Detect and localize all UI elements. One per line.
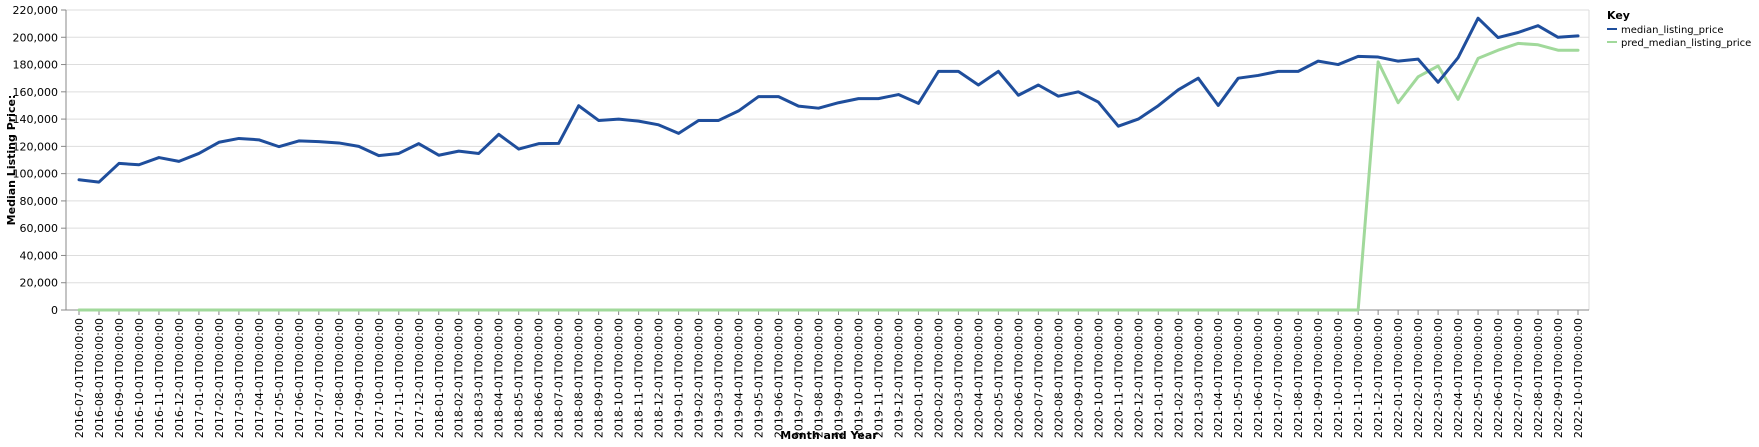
x-tick-label: 2017-11-01T00:00:00: [393, 318, 406, 438]
y-tick-label: 40,000: [20, 249, 59, 262]
x-tick-label: 2021-04-01T00:00:00: [1212, 318, 1225, 438]
series-lines: [77, 16, 1580, 312]
legend-entry-label: median_listing_price: [1621, 25, 1724, 36]
x-tick-label: 2022-10-01T00:00:00: [1572, 318, 1585, 438]
x-tick-label: 2016-07-01T00:00:00: [73, 318, 86, 438]
x-tick-label: 2022-04-01T00:00:00: [1452, 318, 1465, 438]
x-tick-label: 2019-10-01T00:00:00: [852, 318, 865, 438]
x-tick-label: 2017-10-01T00:00:00: [373, 318, 386, 438]
x-tick-label: 2016-08-01T00:00:00: [93, 318, 106, 438]
x-tick-label: 2018-02-01T00:00:00: [453, 318, 466, 438]
y-tick-label: 140,000: [13, 113, 59, 126]
x-tick-label: 2021-10-01T00:00:00: [1332, 318, 1345, 438]
x-tick-label: 2018-01-01T00:00:00: [433, 318, 446, 438]
x-tick-label: 2021-01-01T00:00:00: [1152, 318, 1165, 438]
y-tick-label: 160,000: [13, 86, 59, 99]
x-tick-label: 2017-03-01T00:00:00: [233, 318, 246, 438]
x-tick-label: 2020-11-01T00:00:00: [1112, 318, 1125, 438]
x-tick-label: 2019-04-01T00:00:00: [733, 318, 746, 438]
x-tick-label: 2019-07-01T00:00:00: [793, 318, 806, 438]
x-axis-title: Month and Year: [780, 429, 878, 442]
x-tick-label: 2017-06-01T00:00:00: [293, 318, 306, 438]
x-tick-label: 2016-10-01T00:00:00: [133, 318, 146, 438]
x-tick-label: 2018-07-01T00:00:00: [553, 318, 566, 438]
x-tick-label: 2016-09-01T00:00:00: [113, 318, 126, 438]
y-tick-label: 20,000: [20, 277, 59, 290]
x-tick-label: 2019-02-01T00:00:00: [693, 318, 706, 438]
y-axis-title: Median Listing Price:: [5, 95, 18, 226]
x-tick-label: 2021-07-01T00:00:00: [1272, 318, 1285, 438]
x-tick-label: 2020-01-01T00:00:00: [912, 318, 925, 438]
x-tick-label: 2019-01-01T00:00:00: [673, 318, 686, 438]
x-tick-label: 2022-09-01T00:00:00: [1552, 318, 1565, 438]
legend-title: Key: [1607, 9, 1630, 22]
x-tick-label: 2017-09-01T00:00:00: [353, 318, 366, 438]
x-tick-label: 2020-05-01T00:00:00: [992, 318, 1005, 438]
x-tick-label: 2020-08-01T00:00:00: [1052, 318, 1065, 438]
x-tick-label: 2017-08-01T00:00:00: [333, 318, 346, 438]
y-tick-label: 180,000: [13, 59, 59, 72]
x-tick-label: 2019-03-01T00:00:00: [713, 318, 726, 438]
x-tick-label: 2018-08-01T00:00:00: [573, 318, 586, 438]
y-tick-label: 80,000: [20, 195, 59, 208]
x-tick-label: 2021-11-01T00:00:00: [1352, 318, 1365, 438]
x-tick-label: 2019-11-01T00:00:00: [872, 318, 885, 438]
x-tick-label: 2020-03-01T00:00:00: [952, 318, 965, 438]
x-tick-label: 2021-08-01T00:00:00: [1292, 318, 1305, 438]
x-tick-label: 2019-06-01T00:00:00: [773, 318, 786, 438]
x-tick-label: 2019-05-01T00:00:00: [753, 318, 766, 438]
x-tick-label: 2022-02-01T00:00:00: [1412, 318, 1425, 438]
x-tick-label: 2021-12-01T00:00:00: [1372, 318, 1385, 438]
y-tick-label: 100,000: [13, 168, 59, 181]
x-tick-label: 2018-09-01T00:00:00: [593, 318, 606, 438]
x-tick-label: 2021-03-01T00:00:00: [1192, 318, 1205, 438]
y-tick-label: 0: [51, 304, 58, 317]
x-tick-label: 2021-06-01T00:00:00: [1252, 318, 1265, 438]
x-tick-label: 2018-10-01T00:00:00: [613, 318, 626, 438]
x-tick-label: 2021-09-01T00:00:00: [1312, 318, 1325, 438]
x-tick-label: 2018-04-01T00:00:00: [493, 318, 506, 438]
y-tick-label: 220,000: [13, 4, 59, 17]
x-tick-label: 2018-12-01T00:00:00: [653, 318, 666, 438]
x-tick-label: 2022-08-01T00:00:00: [1532, 318, 1545, 438]
x-tick-label: 2022-07-01T00:00:00: [1512, 318, 1525, 438]
x-tick-label: 2016-12-01T00:00:00: [173, 318, 186, 438]
x-tick-label: 2019-08-01T00:00:00: [813, 318, 826, 438]
x-tick-label: 2021-05-01T00:00:00: [1232, 318, 1245, 438]
y-tick-label: 200,000: [13, 31, 59, 44]
x-tick-label: 2017-05-01T00:00:00: [273, 318, 286, 438]
x-tick-label: 2017-07-01T00:00:00: [313, 318, 326, 438]
x-tick-label: 2016-11-01T00:00:00: [153, 318, 166, 438]
x-tick-label: 2020-12-01T00:00:00: [1132, 318, 1145, 438]
x-tick-label: 2020-02-01T00:00:00: [932, 318, 945, 438]
x-tick-label: 2017-02-01T00:00:00: [213, 318, 226, 438]
series-line-pred_median_listing_price: [77, 41, 1580, 312]
x-tick-label: 2022-05-01T00:00:00: [1472, 318, 1485, 438]
x-tick-label: 2020-06-01T00:00:00: [1012, 318, 1025, 438]
x-tick-label: 2018-05-01T00:00:00: [513, 318, 526, 438]
x-tick-label: 2018-06-01T00:00:00: [533, 318, 546, 438]
x-tick-label: 2020-04-01T00:00:00: [972, 318, 985, 438]
x-tick-label: 2017-12-01T00:00:00: [413, 318, 426, 438]
y-tick-label: 120,000: [13, 140, 59, 153]
x-tick-label: 2022-01-01T00:00:00: [1392, 318, 1405, 438]
x-tick-label: 2018-11-01T00:00:00: [633, 318, 646, 438]
legend: Key median_listing_price pred_median_list…: [1607, 9, 1751, 49]
x-tick-label: 2020-09-01T00:00:00: [1072, 318, 1085, 438]
legend-entry-label: pred_median_listing_price: [1621, 38, 1751, 49]
y-tick-label: 60,000: [20, 222, 59, 235]
x-tick-label: 2020-07-01T00:00:00: [1032, 318, 1045, 438]
x-tick-label: 2021-02-01T00:00:00: [1172, 318, 1185, 438]
x-tick-label: 2017-01-01T00:00:00: [193, 318, 206, 438]
x-tick-label: 2020-10-01T00:00:00: [1092, 318, 1105, 438]
x-tick-label: 2017-04-01T00:00:00: [253, 318, 266, 438]
x-tick-label: 2019-12-01T00:00:00: [892, 318, 905, 438]
axes: 0 20,000 40,000 60,000 80,000 100,000 120,000 1…: [13, 4, 1590, 438]
x-tick-label: 2019-09-01T00:00:00: [832, 318, 845, 438]
x-tick-label: 2022-03-01T00:00:00: [1432, 318, 1445, 438]
x-tick-label: 2018-03-01T00:00:00: [473, 318, 486, 438]
series-line-median_listing_price: [77, 16, 1580, 184]
x-tick-label: 2022-06-01T00:00:00: [1492, 318, 1505, 438]
